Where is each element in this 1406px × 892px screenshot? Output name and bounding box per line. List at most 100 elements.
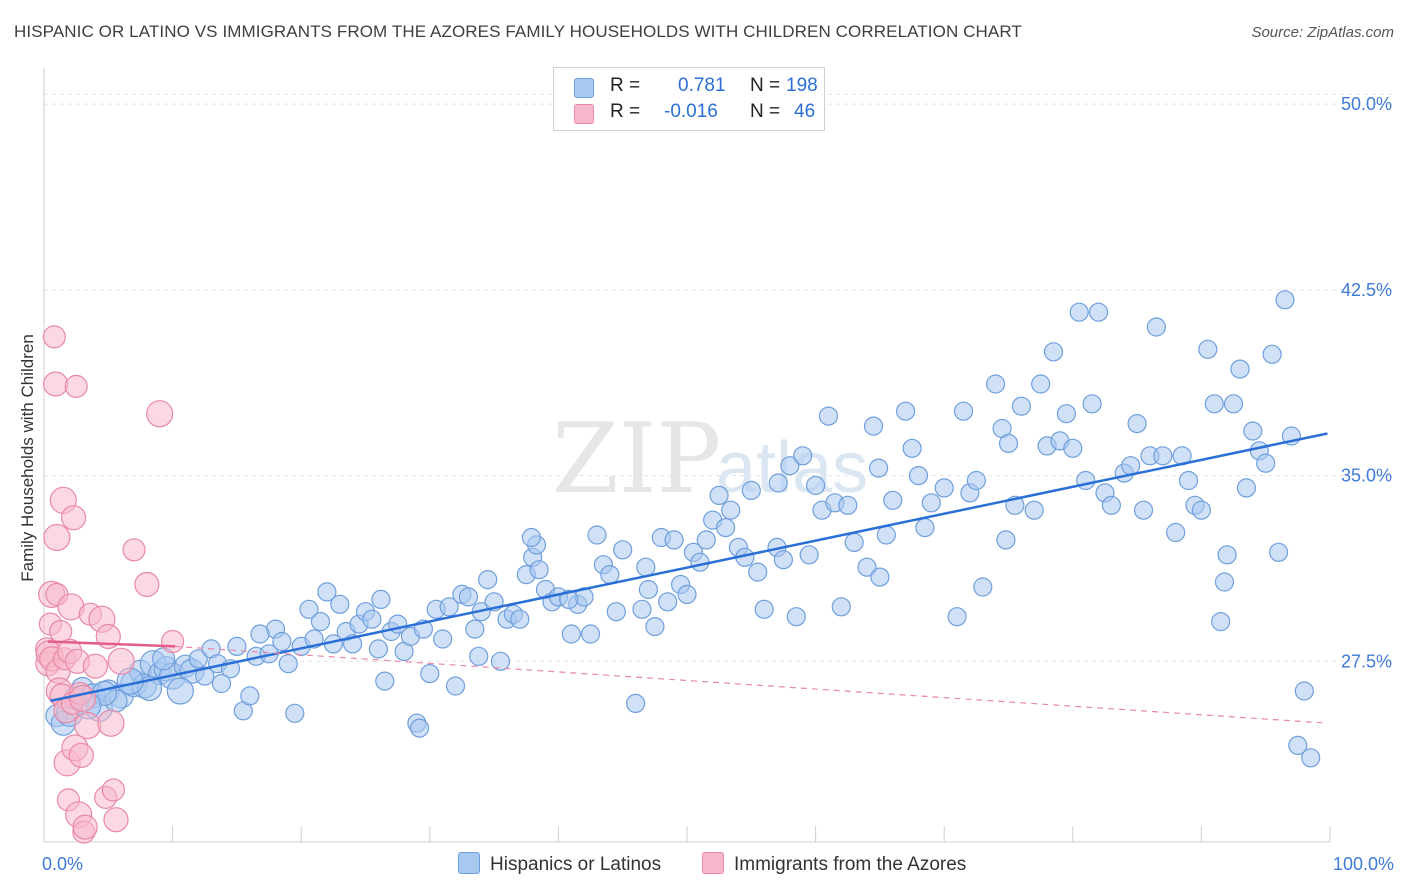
legend-swatch-azores bbox=[574, 104, 594, 124]
azores-point bbox=[82, 653, 109, 679]
source-label: Source: ZipAtlas.com bbox=[1251, 24, 1394, 41]
hispanics-point bbox=[625, 693, 646, 714]
azores-trend-extension bbox=[175, 645, 1328, 724]
series-hispanics-points bbox=[45, 290, 1321, 768]
hispanics-point bbox=[299, 599, 319, 619]
hispanics-point bbox=[1127, 414, 1147, 434]
hispanics-trend-line bbox=[50, 432, 1328, 703]
hispanics-point bbox=[741, 480, 761, 500]
hispanics-point bbox=[773, 550, 794, 570]
hispanics-point bbox=[1043, 342, 1064, 362]
hispanics-point bbox=[478, 569, 498, 590]
hispanics-point bbox=[1256, 453, 1276, 473]
hispanics-point bbox=[636, 557, 656, 577]
hispanics-point bbox=[831, 597, 851, 617]
azores-point bbox=[101, 778, 126, 802]
hispanics-point bbox=[883, 490, 903, 510]
hispanics-point bbox=[947, 607, 967, 627]
legend-n-label: N = bbox=[750, 75, 781, 96]
hispanics-point bbox=[818, 406, 839, 426]
hispanics-point bbox=[857, 557, 877, 577]
hispanics-point bbox=[690, 552, 710, 572]
legend-n-label: N = bbox=[750, 101, 781, 122]
hispanics-point bbox=[1211, 611, 1231, 632]
hispanics-point bbox=[1101, 495, 1122, 515]
hispanics-point bbox=[748, 562, 768, 582]
hispanics-point bbox=[310, 611, 331, 632]
azores-point bbox=[68, 742, 94, 768]
hispanics-point bbox=[278, 654, 298, 674]
hispanics-point bbox=[645, 616, 665, 637]
hispanics-point bbox=[658, 592, 678, 612]
hispanics-point bbox=[211, 673, 232, 694]
hispanics-point bbox=[998, 433, 1019, 453]
hispanics-point bbox=[1275, 290, 1295, 310]
azores-point bbox=[42, 371, 69, 397]
legend-n-value: 198 bbox=[786, 75, 818, 96]
hispanics-point bbox=[317, 582, 337, 602]
azores-point bbox=[72, 814, 98, 840]
hispanics-point bbox=[1133, 500, 1154, 520]
hispanics-point bbox=[1178, 470, 1199, 491]
hispanics-point bbox=[1268, 542, 1289, 562]
x-tick-label: 0.0% bbox=[42, 854, 83, 874]
hispanics-point bbox=[469, 646, 489, 666]
hispanics-point bbox=[1214, 572, 1235, 592]
hispanics-point bbox=[587, 525, 607, 545]
hispanics-point bbox=[272, 631, 292, 652]
hispanics-point bbox=[1262, 344, 1282, 364]
x-tick-label: 100.0% bbox=[1333, 854, 1394, 874]
legend-r-label: R = bbox=[610, 75, 641, 96]
y-axis-label: Family Households with Children bbox=[18, 334, 37, 582]
hispanics-point bbox=[902, 438, 922, 458]
hispanics-point bbox=[561, 624, 581, 644]
y-tick-label: 50.0% bbox=[1341, 94, 1392, 114]
bottom-legend-swatch-azores bbox=[702, 852, 724, 874]
legend-r-value: -0.016 bbox=[664, 101, 718, 122]
hispanics-point bbox=[1230, 359, 1250, 379]
azores-point bbox=[68, 684, 97, 713]
series-azores-points bbox=[34, 325, 185, 844]
hispanics-point bbox=[895, 401, 916, 421]
hispanics-point bbox=[420, 663, 440, 684]
hispanics-point bbox=[863, 416, 884, 436]
y-tick-label: 42.5% bbox=[1341, 280, 1392, 300]
hispanics-point bbox=[330, 594, 350, 614]
hispanics-point bbox=[250, 624, 270, 644]
bottom-legend-label-azores: Immigrants from the Azores bbox=[734, 854, 967, 875]
hispanics-point bbox=[768, 473, 788, 493]
hispanics-point bbox=[973, 577, 993, 597]
correlation-legend: R = 0.781 N = 198 R = -0.016 N = 46 bbox=[553, 67, 825, 131]
hispanics-point bbox=[240, 686, 260, 706]
hispanics-point bbox=[696, 530, 716, 550]
hispanics-point bbox=[195, 666, 215, 686]
hispanics-point bbox=[1223, 394, 1244, 414]
hispanics-point bbox=[1217, 545, 1237, 565]
axes bbox=[43, 68, 1331, 843]
hispanics-point bbox=[285, 703, 305, 723]
hispanics-point bbox=[1056, 404, 1077, 424]
hispanics-point bbox=[1243, 421, 1263, 441]
hispanics-point bbox=[721, 500, 741, 520]
hispanics-point bbox=[799, 545, 819, 565]
azores-point bbox=[43, 523, 71, 552]
azores-point bbox=[134, 571, 160, 598]
azores-point bbox=[161, 629, 185, 654]
legend-n-value: 46 bbox=[794, 101, 816, 122]
bottom-legend-swatch-hispanics bbox=[458, 852, 480, 874]
hispanics-point bbox=[1236, 478, 1257, 498]
hispanics-point bbox=[1069, 302, 1089, 322]
hispanics-point bbox=[1301, 748, 1321, 768]
azores-point bbox=[74, 711, 102, 740]
hispanics-point bbox=[368, 639, 388, 659]
y-tick-label: 27.5% bbox=[1341, 651, 1392, 671]
hispanics-point bbox=[1063, 438, 1083, 458]
hispanics-point bbox=[375, 671, 395, 691]
hispanics-point bbox=[1204, 394, 1224, 414]
hispanics-point bbox=[632, 599, 652, 619]
hispanics-point bbox=[805, 475, 826, 496]
hispanics-point bbox=[362, 609, 382, 629]
azores-point bbox=[42, 325, 66, 349]
hispanics-point bbox=[529, 560, 549, 580]
